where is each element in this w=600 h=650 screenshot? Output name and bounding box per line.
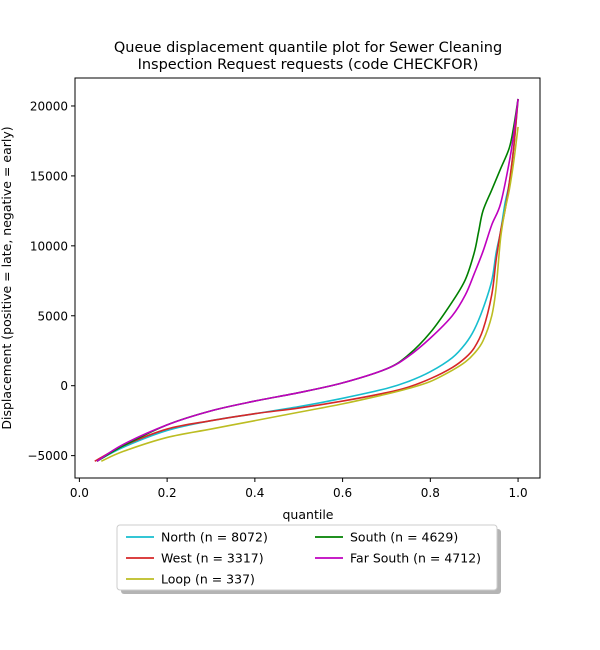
y-tick-label: 10000 [30,239,68,253]
legend-items: North (n = 8072) West (n = 3317) Loop (n =… [126,530,481,587]
x-tick-label: 1.0 [509,486,528,500]
series-line-2 [100,126,519,462]
series-line-4 [96,98,519,462]
x-tick-label: 0.0 [70,486,89,500]
x-tick-label: 0.8 [421,486,440,500]
chart-title: Queue displacement quantile plot for Sew… [114,40,502,73]
y-tick-label: 0 [60,379,68,393]
legend-label: Loop (n = 337) [161,572,255,587]
y-tick-label: −5000 [27,449,68,463]
legend-label: South (n = 4629) [350,530,458,545]
plot-frame [74,77,541,479]
x-axis-label: quantile [283,507,334,522]
x-axis: 0.0 0.2 0.4 0.6 0.8 1.0 [70,478,528,500]
x-tick-label: 0.4 [245,486,264,500]
legend-label: West (n = 3317) [161,551,264,566]
legend-label: North (n = 8072) [161,530,268,545]
legend-label: Far South (n = 4712) [350,551,481,566]
series-line-1 [94,98,519,462]
chart-title-line-1: Queue displacement quantile plot for Sew… [114,40,502,56]
chart-title-line-2: Inspection Request requests (code CHECKF… [138,57,479,73]
y-tick-label: 5000 [37,309,68,323]
series-layer [94,98,519,462]
x-tick-label: 0.2 [158,486,177,500]
legend-box [116,524,498,591]
y-tick-label: 20000 [30,99,68,113]
y-axis-label: Displacement (positive = late, negative … [0,126,14,429]
legend: North (n = 8072) West (n = 3317) Loop (n =… [116,524,501,594]
x-tick-label: 0.6 [333,486,352,500]
y-tick-label: 15000 [30,169,68,183]
y-axis: −5000 0 5000 10000 15000 20000 [27,99,75,463]
